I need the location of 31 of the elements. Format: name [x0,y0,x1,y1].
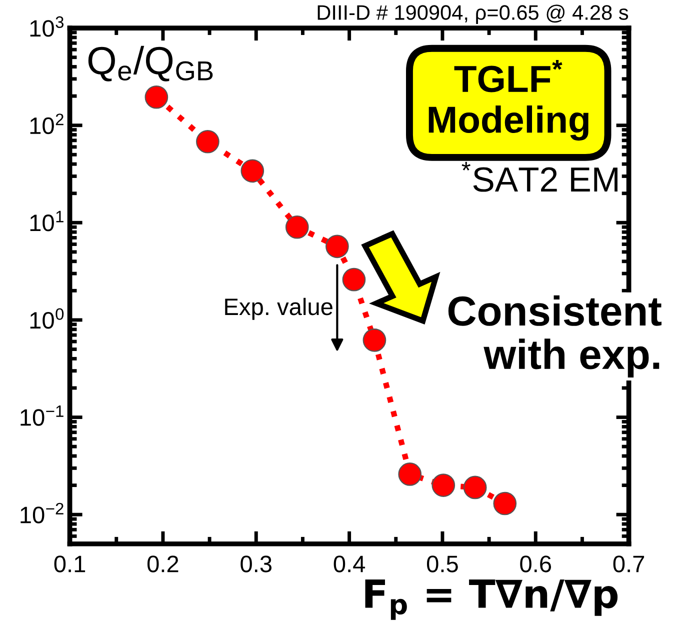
y-tick-label: 10$^{−1}$ [20,406,64,426]
point [493,492,517,516]
point [342,268,366,292]
point [398,462,422,486]
x-tick-label: 0.3 [240,556,272,572]
x-tick-label: 0.1 [54,556,86,572]
y-tick-label: 10$^{3}$ [30,16,64,37]
point [463,476,487,500]
x-tick-label: 0.4 [334,556,366,572]
point [432,474,456,497]
y-tick-label: 10$^{0}$ [30,308,64,329]
annotation: Consistent with exp. [448,295,662,378]
y-axis-title: Q$_{e}$/Q$_{GB}$ [88,46,213,82]
x-tick-label: 0.6 [520,556,552,572]
text: TGLF$^{*}$ Modeling [428,60,588,141]
point [196,130,220,154]
x-tick-label: 0.5 [426,556,458,572]
annotation: Exp. value [225,298,332,320]
point [362,328,386,352]
x-axis-title: F$_{p}$ = T∇n/∇p [365,579,618,620]
y-tick-label: 10$^{−2}$ [20,502,64,524]
point [285,215,309,239]
chart-title: DIII-D # 190904, ρ=0.65 @ 4.28 s [318,4,628,24]
point [326,234,349,258]
point [240,159,264,183]
point [144,85,168,109]
annotation: $^{*}$SAT2 EM [462,162,618,192]
x-tick-label: 0.7 [613,556,644,572]
y-tick-label: 10$^{1}$ [30,210,64,232]
x-tick-label: 0.2 [147,556,178,572]
y-tick-label: 10$^{2}$ [30,114,64,134]
